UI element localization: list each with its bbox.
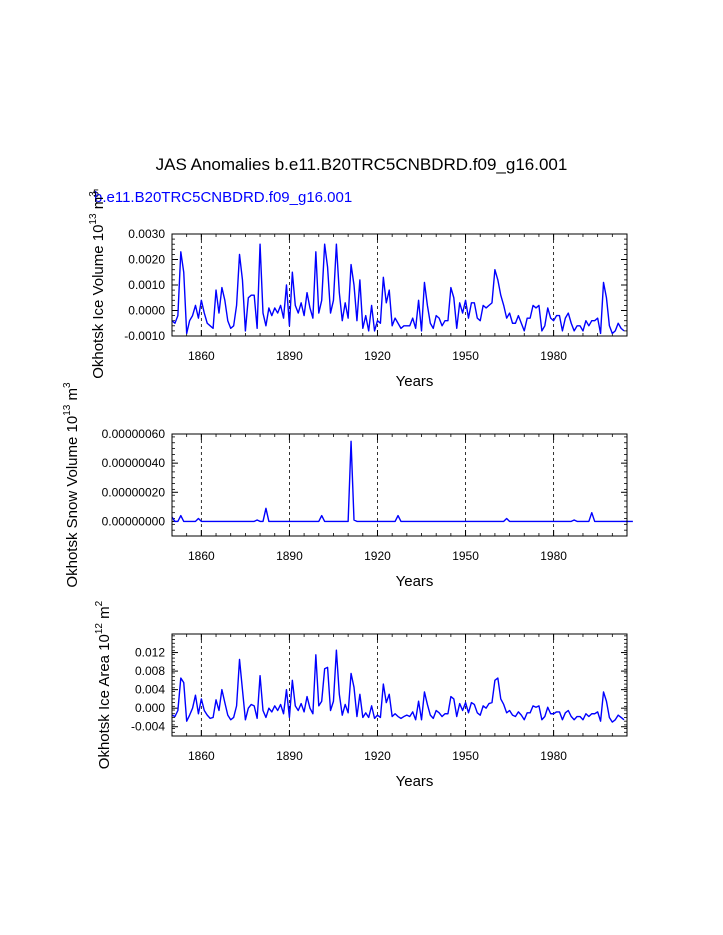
y-tick-label: 0.0030	[128, 227, 165, 241]
x-tick-label: 1860	[188, 349, 215, 363]
y-tick-label: 0.0020	[128, 253, 165, 267]
y-tick-label: 0.00000060	[102, 427, 166, 441]
y-tick-label: 0.008	[135, 664, 165, 678]
x-tick-label: 1890	[276, 749, 303, 763]
y-tick-label: 0.0010	[128, 278, 165, 292]
chart-panel-1: 1860 1890 1920 1950 1980 -0.0010 0.0000 0.0010 0…	[88, 191, 628, 390]
y-tick-label: -0.0010	[124, 329, 165, 343]
y-tick-label: -0.004	[131, 720, 165, 734]
x-tick-label: 1980	[540, 549, 567, 563]
x-axis-label: Years	[396, 773, 434, 790]
x-tick-label: 1920	[364, 549, 391, 563]
x-tick-label: 1950	[452, 749, 479, 763]
figure-subtitle: b.e11.B20TRC5CNBDRD.f09_g16.001	[94, 189, 353, 206]
y-tick-label: 0.00000020	[102, 485, 166, 499]
plot-frame	[171, 233, 628, 337]
y-tick-label: 0.004	[135, 683, 165, 697]
y-tick-label: 0.0000	[128, 304, 165, 318]
chart-panel-2: 1860 1890 1920 1950 1980 0.00000000 0.00000020…	[62, 382, 633, 590]
y-axis-label: Okhotsk Snow Volume 1013 m3	[62, 382, 81, 588]
series-line	[171, 243, 625, 335]
y-axis-label: Okhotsk Ice Volume 1013 m3	[88, 191, 107, 379]
x-tick-label: 1980	[540, 349, 567, 363]
y-axis-label: Okhotsk Ice Area 1012 m2	[94, 600, 113, 769]
x-tick-label: 1950	[452, 349, 479, 363]
y-tick-label: 0.000	[135, 701, 165, 715]
x-axis-label: Years	[396, 573, 434, 590]
chart-panel-3: 1860 1890 1920 1950 1980 -0.004 0.000 0.004 0.00…	[94, 600, 628, 790]
y-tick-label: 0.00000040	[102, 456, 166, 470]
x-tick-label: 1920	[364, 349, 391, 363]
series-line	[171, 440, 633, 523]
x-tick-label: 1980	[540, 749, 567, 763]
y-tick-label: 0.012	[135, 646, 165, 660]
x-tick-label: 1920	[364, 749, 391, 763]
figure-title: JAS Anomalies b.e11.B20TRC5CNBDRD.f09_g1…	[155, 155, 568, 174]
series-line	[171, 649, 625, 723]
x-axis-label: Years	[396, 373, 434, 390]
x-tick-label: 1950	[452, 549, 479, 563]
x-tick-label: 1860	[188, 549, 215, 563]
subtitle-prefix: 5	[93, 188, 100, 200]
y-tick-label: 0.00000000	[102, 514, 166, 528]
x-tick-label: 1890	[276, 549, 303, 563]
plot-frame	[171, 433, 628, 537]
x-tick-label: 1860	[188, 749, 215, 763]
plot-frame	[171, 633, 628, 737]
x-tick-label: 1890	[276, 349, 303, 363]
